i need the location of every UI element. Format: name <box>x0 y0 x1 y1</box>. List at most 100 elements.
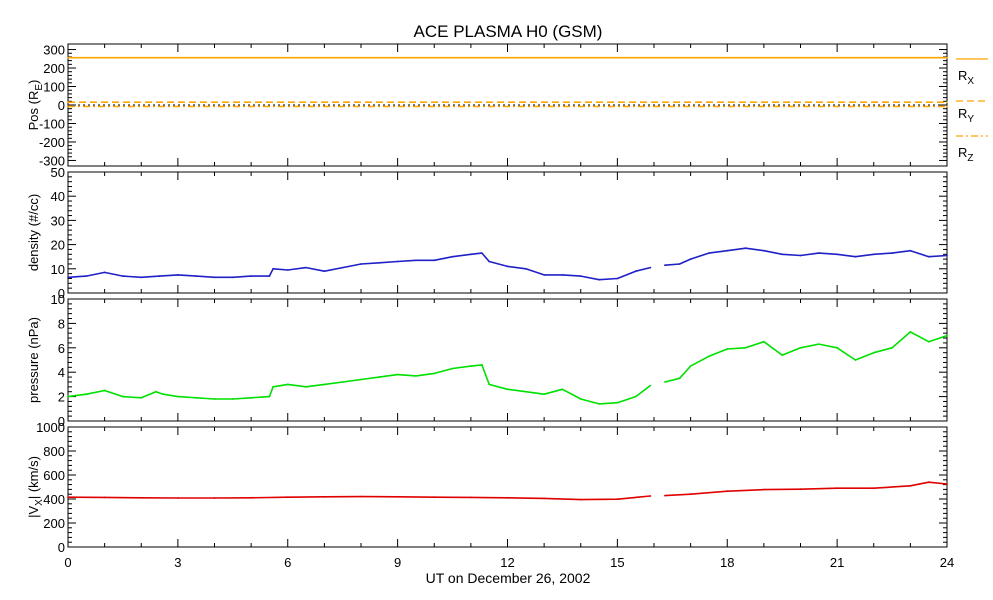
data-point <box>763 488 765 491</box>
y-tick-label: 600 <box>43 468 65 483</box>
data-point <box>103 389 106 392</box>
data-point <box>927 340 930 343</box>
data-point <box>286 496 289 499</box>
y-tick-label: -300 <box>39 153 65 168</box>
data-point <box>689 365 692 367</box>
legend-label: RZ <box>958 145 974 164</box>
data-point <box>250 396 253 399</box>
data-point <box>286 383 289 386</box>
data-point <box>543 497 545 500</box>
data-point <box>67 496 69 499</box>
data-point <box>634 270 637 273</box>
data-point <box>481 252 483 255</box>
data-point <box>250 275 253 277</box>
data-point <box>360 495 362 498</box>
data-point <box>836 346 838 349</box>
data-point <box>781 253 784 256</box>
data-point <box>909 249 912 252</box>
data-point <box>649 384 652 387</box>
data-point <box>678 377 681 380</box>
y-tick-label: 0 <box>58 286 65 301</box>
data-point <box>305 266 307 269</box>
panel-frame <box>67 426 948 548</box>
data-point <box>726 249 729 252</box>
y-tick-label: -200 <box>39 135 65 150</box>
data-point <box>799 254 802 257</box>
data-point <box>946 254 948 257</box>
data-point <box>649 495 652 497</box>
data-point <box>341 266 344 269</box>
data-point <box>799 346 802 349</box>
data-point <box>67 105 69 108</box>
data-point <box>85 275 88 277</box>
data-point <box>231 276 234 279</box>
data-point <box>946 101 948 104</box>
y-tick-label: 200 <box>43 61 65 76</box>
data-point <box>470 496 472 499</box>
data-point <box>488 383 491 386</box>
y-tick-label: 2 <box>58 390 65 405</box>
data-point <box>763 340 765 343</box>
x-tick-label: 21 <box>830 555 844 570</box>
data-point <box>836 253 838 256</box>
data-point <box>927 481 930 484</box>
data-point <box>946 483 948 485</box>
data-point <box>634 395 637 398</box>
data-point <box>433 259 436 262</box>
y-tick-label: 30 <box>51 213 65 228</box>
x-tick-label: 15 <box>610 555 624 570</box>
data-point <box>616 498 619 501</box>
data-point <box>927 255 930 258</box>
data-point <box>103 496 106 499</box>
data-point <box>250 496 253 499</box>
data-point <box>543 393 545 396</box>
data-point <box>817 343 820 345</box>
data-point <box>524 390 527 393</box>
data-point <box>272 267 274 270</box>
x-tick-label: 6 <box>284 555 291 570</box>
data-point <box>872 253 875 256</box>
data-point <box>872 351 875 354</box>
chart-title: ACE PLASMA H0 (GSM) <box>414 22 603 41</box>
data-point <box>140 396 143 399</box>
data-point <box>360 378 362 381</box>
data-point <box>664 264 666 267</box>
y-tick-label: 8 <box>58 316 65 331</box>
legend: RX RY RZ <box>956 58 988 164</box>
data-point <box>415 375 417 377</box>
y-axis-label: |VX| (km/s) <box>26 456 45 518</box>
y-axis-label: Pos (RE) <box>26 80 45 131</box>
data-point <box>891 252 893 255</box>
data-point <box>268 275 271 277</box>
data-point <box>323 383 326 386</box>
data-point <box>195 275 198 277</box>
y-tick-label: 400 <box>43 492 65 507</box>
x-tick-label: 18 <box>720 555 734 570</box>
x-tick-label: 0 <box>64 555 71 570</box>
panel-density: 50 40 30 20 10 0 density (#/cc) <box>26 165 948 301</box>
data-point <box>909 331 912 333</box>
series-line-density-0 <box>67 247 948 281</box>
data-point <box>470 365 472 367</box>
data-point <box>506 388 509 391</box>
data-point <box>470 253 472 256</box>
x-tick-label: 12 <box>500 555 514 570</box>
y-tick-label: 100 <box>43 80 65 95</box>
data-point <box>451 367 454 370</box>
data-point <box>122 395 124 398</box>
data-point <box>664 494 666 497</box>
data-point <box>649 266 652 269</box>
y-tick-label: -100 <box>39 116 65 131</box>
legend-label: RX <box>958 68 974 87</box>
data-point <box>140 496 143 499</box>
data-point <box>579 398 582 400</box>
data-point <box>708 252 710 255</box>
data-point <box>162 393 165 396</box>
data-point <box>396 260 399 263</box>
data-point <box>122 275 124 277</box>
data-point <box>415 259 417 262</box>
data-point <box>689 258 692 260</box>
panel-pressure: 10 8 6 4 2 0 pressure (nPa) <box>26 292 948 429</box>
data-point <box>67 276 69 279</box>
